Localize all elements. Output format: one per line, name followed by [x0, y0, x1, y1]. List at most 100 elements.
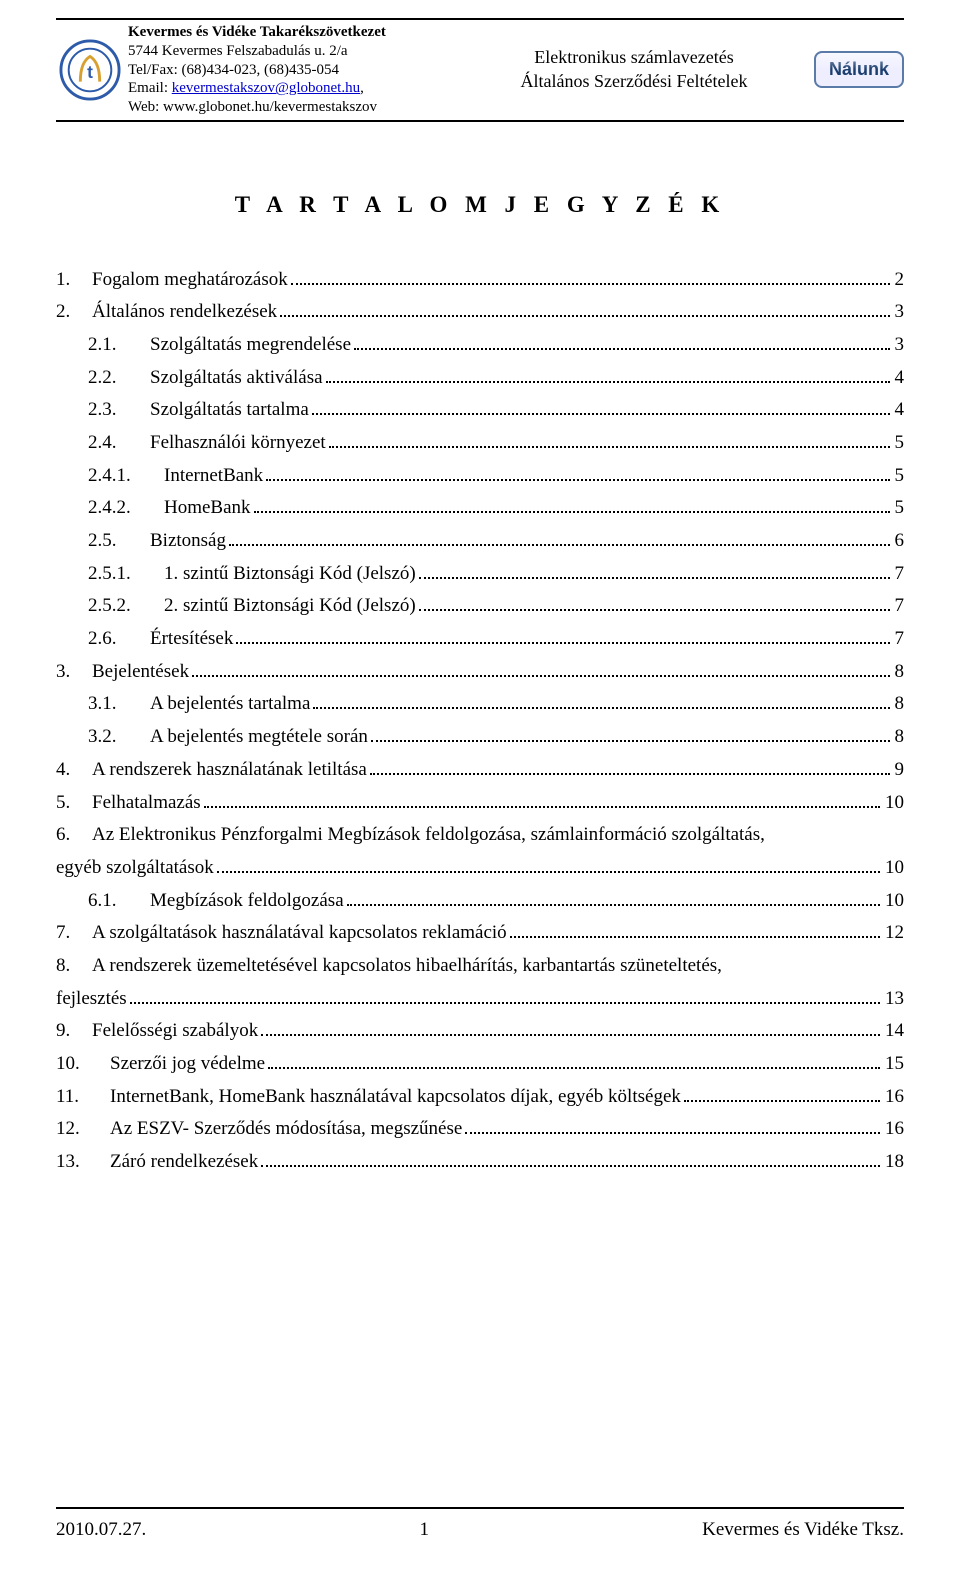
toc-page: 8: [893, 688, 905, 721]
toc-row: 10.Szerzői jog védelme 15: [56, 1048, 904, 1081]
toc-dots: [291, 266, 890, 285]
toc-number: 13.: [56, 1146, 110, 1179]
svg-text:t: t: [87, 62, 93, 82]
toc-page: 16: [883, 1081, 904, 1114]
toc-label: Felhasználói környezet: [150, 427, 326, 460]
toc-row: 2.4.1.InternetBank 5: [56, 460, 904, 493]
page-footer: 2010.07.27. 1 Kevermes és Vidéke Tksz.: [56, 1507, 904, 1571]
toc-row: 2.3.Szolgáltatás tartalma 4: [56, 394, 904, 427]
toc-page: 7: [893, 590, 905, 623]
toc-row: fejlesztés 13: [56, 983, 904, 1016]
toc-number: 2.6.: [88, 623, 150, 656]
toc-page: 3: [893, 296, 905, 329]
toc-row: 12.Az ESZV- Szerződés módosítása, megszű…: [56, 1113, 904, 1146]
toc-row: 6.Az Elektronikus Pénzforgalmi Megbízáso…: [56, 819, 904, 852]
toc-page: 10: [883, 852, 904, 885]
footer-date: 2010.07.27.: [56, 1519, 146, 1541]
toc-dots: [510, 919, 880, 938]
toc-row: 8.A rendszerek üzemeltetésével kapcsolat…: [56, 950, 904, 983]
toc-label: InternetBank, HomeBank használatával kap…: [110, 1081, 681, 1114]
toc-row: 9.Felelősségi szabályok 14: [56, 1015, 904, 1048]
doc-title-line2: Általános Szerződési Feltételek: [494, 70, 774, 93]
toc-number: 1.: [56, 264, 92, 297]
org-info: Kevermes és Vidéke Takarékszövetkezet 57…: [124, 23, 494, 117]
toc-number: 2.4.2.: [88, 492, 164, 525]
toc-number: 10.: [56, 1048, 110, 1081]
toc-label: Fogalom meghatározások: [92, 264, 288, 297]
toc-number: 2.3.: [88, 394, 150, 427]
toc-row: 2.1.Szolgáltatás megrendelése 3: [56, 329, 904, 362]
toc-dots: [371, 723, 890, 742]
toc-page: 18: [883, 1146, 904, 1179]
toc-number: 11.: [56, 1081, 110, 1114]
toc-number: 2.5.: [88, 525, 150, 558]
toc-dots: [419, 592, 890, 611]
toc-label: Szerzői jog védelme: [110, 1048, 265, 1081]
toc-dots: [465, 1115, 880, 1134]
toc-number: 4.: [56, 754, 92, 787]
toc-page: 2: [893, 264, 905, 297]
toc-row: 2.5.Biztonság 6: [56, 525, 904, 558]
toc-page: 8: [893, 656, 905, 689]
org-logo: t: [56, 23, 124, 117]
toc-row: 1.Fogalom meghatározások 2: [56, 264, 904, 297]
toc-number: 6.1.: [88, 885, 150, 918]
toc-number: 2.1.: [88, 329, 150, 362]
toc-label: 1. szintű Biztonsági Kód (Jelszó): [164, 558, 416, 591]
org-address: 5744 Kevermes Felszabadulás u. 2/a: [128, 42, 494, 61]
toc-label: A szolgáltatások használatával kapcsolat…: [92, 917, 507, 950]
toc-label: 2. szintű Biztonsági Kód (Jelszó): [164, 590, 416, 623]
toc-row: 13.Záró rendelkezések 18: [56, 1146, 904, 1179]
toc-dots: [266, 462, 889, 481]
toc-dots: [229, 527, 890, 546]
org-email-link[interactable]: kevermestakszov@globonet.hu: [172, 80, 360, 96]
toc-row: 2.6.Értesítések 7: [56, 623, 904, 656]
badge-area: Nálunk: [774, 23, 904, 117]
org-tel: Tel/Fax: (68)434-023, (68)435-054: [128, 61, 494, 80]
toc-row: 3.2.A bejelentés megtétele során 8: [56, 721, 904, 754]
toc-row: 7.A szolgáltatások használatával kapcsol…: [56, 917, 904, 950]
toc-page: 12: [883, 917, 904, 950]
toc-dots: [261, 1148, 880, 1167]
toc-page: 3: [893, 329, 905, 362]
toc-number: 5.: [56, 787, 92, 820]
toc-page: 15: [883, 1048, 904, 1081]
toc-row: 6.1.Megbízások feldolgozása 10: [56, 885, 904, 918]
toc-dots: [217, 854, 880, 873]
toc-row: 2.2.Szolgáltatás aktiválása 4: [56, 362, 904, 395]
toc-number: 2.5.2.: [88, 590, 164, 623]
toc-number: 6.: [56, 819, 92, 852]
toc-dots: [326, 364, 890, 383]
org-web: www.globonet.hu/kevermestakszov: [163, 99, 377, 115]
toc-number: 3.1.: [88, 688, 150, 721]
toc-dots: [419, 560, 890, 579]
org-web-line: Web: www.globonet.hu/kevermestakszov: [128, 98, 494, 117]
toc-label: A bejelentés tartalma: [150, 688, 310, 721]
toc-number: 3.2.: [88, 721, 150, 754]
toc-row: 2.4.2.HomeBank 5: [56, 492, 904, 525]
toc-page: 6: [893, 525, 905, 558]
toc-row: 2.5.2.2. szintű Biztonsági Kód (Jelszó) …: [56, 590, 904, 623]
toc-label: Felelősségi szabályok: [92, 1015, 258, 1048]
toc-dots: [192, 658, 889, 677]
toc-label: A rendszerek használatának letiltása: [92, 754, 367, 787]
toc-label: A rendszerek üzemeltetésével kapcsolatos…: [92, 950, 722, 983]
toc-number: 2.4.: [88, 427, 150, 460]
toc-label: Az Elektronikus Pénzforgalmi Megbízások …: [92, 819, 765, 852]
toc-number: 12.: [56, 1113, 110, 1146]
toc-dots: [370, 756, 890, 775]
toc-page: 13: [883, 983, 904, 1016]
toc-page: 10: [883, 787, 904, 820]
toc-label: Szolgáltatás megrendelése: [150, 329, 351, 362]
toc-row: 11.InternetBank, HomeBank használatával …: [56, 1081, 904, 1114]
toc-page: 14: [883, 1015, 904, 1048]
toc-page: 9: [893, 754, 905, 787]
toc-page: 7: [893, 558, 905, 591]
toc-page: 7: [893, 623, 905, 656]
doc-title-block: Elektronikus számlavezetés Általános Sze…: [494, 23, 774, 117]
toc-page: 5: [893, 492, 905, 525]
toc-dots: [313, 690, 889, 709]
toc-number: 2.: [56, 296, 92, 329]
toc-page: 8: [893, 721, 905, 754]
toc-number: 2.2.: [88, 362, 150, 395]
